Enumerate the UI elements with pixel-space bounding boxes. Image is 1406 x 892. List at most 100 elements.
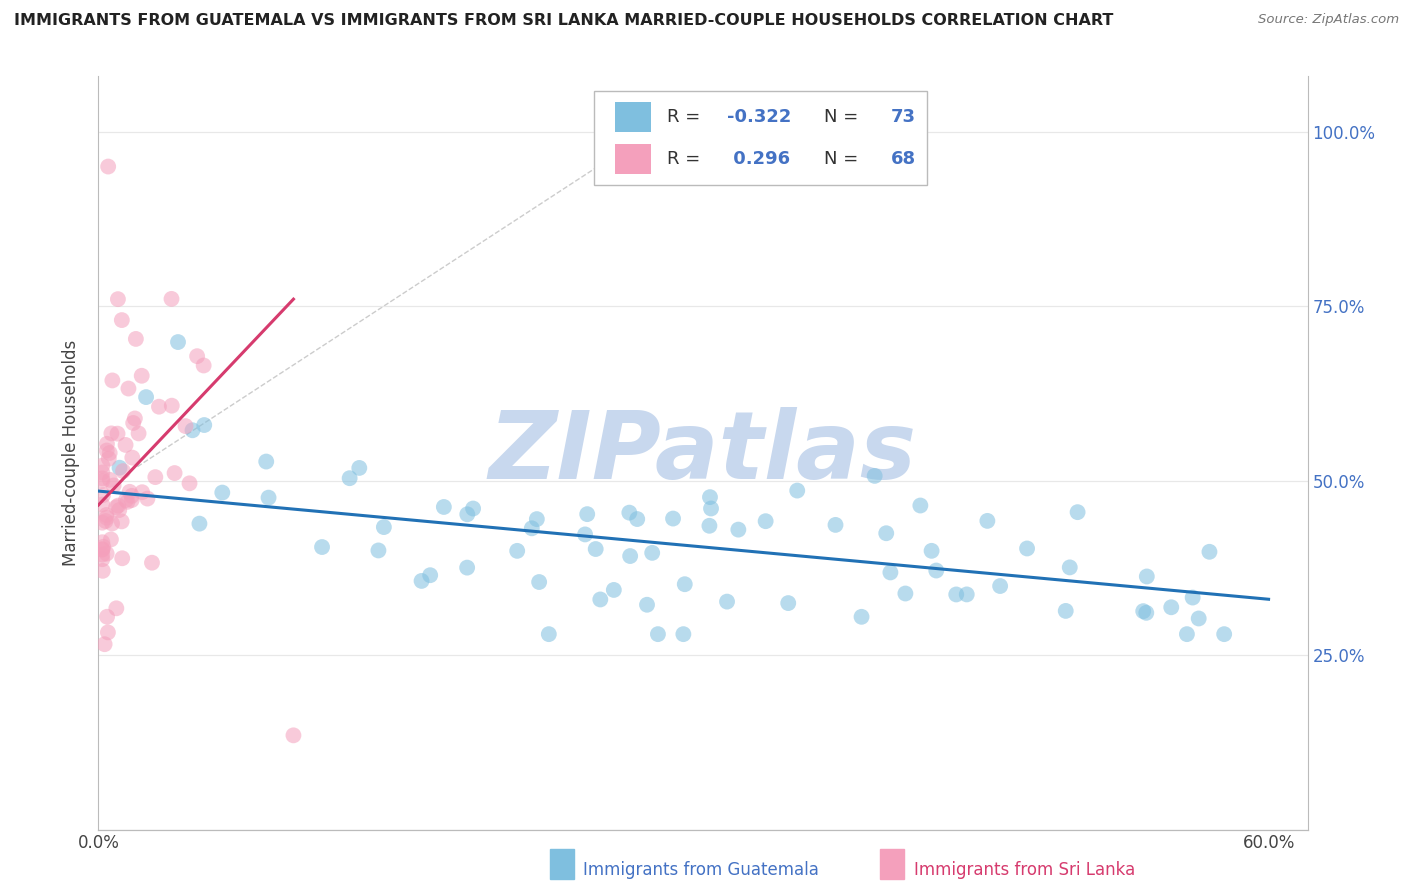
Point (111, 313, 134, 327)
Point (100, 533, 122, 547)
Point (419, 568, 441, 582)
Text: 0.296: 0.296 (727, 150, 790, 168)
Point (179, 476, 201, 491)
Point (574, 527, 596, 541)
Point (97, 160, 120, 174)
Point (101, 373, 124, 387)
Point (124, 411, 146, 425)
Point (121, 489, 143, 503)
Text: IMMIGRANTS FROM GUATEMALA VS IMMIGRANTS FROM SRI LANKA MARRIED-COUPLE HOUSEHOLDS: IMMIGRANTS FROM GUATEMALA VS IMMIGRANTS … (14, 13, 1114, 29)
Point (1160, 600, 1182, 615)
Point (433, 500, 456, 514)
Point (716, 594, 738, 608)
Point (662, 511, 685, 525)
Text: ZIPatlas: ZIPatlas (489, 407, 917, 499)
Point (626, 512, 648, 526)
Point (186, 349, 208, 363)
Point (875, 526, 897, 541)
Point (96, 547, 118, 561)
Text: -0.322: -0.322 (727, 108, 792, 127)
Point (589, 592, 612, 607)
Point (91, 548, 114, 562)
Point (619, 549, 641, 563)
Point (956, 587, 979, 601)
Point (128, 426, 150, 441)
Point (1059, 560, 1081, 574)
Point (96, 443, 118, 458)
Point (879, 566, 901, 580)
Point (1054, 604, 1077, 618)
Point (115, 493, 138, 508)
Point (136, 491, 159, 506)
Point (988, 579, 1011, 593)
Point (91, 542, 114, 557)
Y-axis label: Married-couple Households: Married-couple Households (62, 340, 80, 566)
Point (619, 506, 641, 520)
Point (93, 637, 115, 651)
Point (91, 498, 114, 512)
Point (373, 520, 395, 534)
FancyBboxPatch shape (614, 103, 651, 132)
Point (1132, 604, 1154, 618)
Point (925, 564, 948, 578)
Point (122, 416, 145, 430)
Point (111, 551, 134, 566)
Point (411, 574, 433, 588)
Point (97, 625, 120, 640)
Point (96, 510, 118, 524)
Text: Immigrants from Sri Lanka: Immigrants from Sri Lanka (914, 861, 1135, 879)
FancyBboxPatch shape (595, 91, 927, 186)
Text: Source: ZipAtlas.com: Source: ZipAtlas.com (1258, 13, 1399, 27)
Point (211, 485, 233, 500)
Point (101, 516, 124, 531)
Point (131, 485, 153, 500)
Point (96, 437, 118, 451)
Point (91, 466, 114, 480)
Text: R =: R = (666, 150, 706, 168)
Point (193, 359, 215, 373)
Point (1015, 541, 1038, 556)
Point (98, 473, 121, 487)
Point (91, 474, 114, 488)
Point (537, 627, 560, 641)
Point (174, 419, 197, 434)
Point (311, 540, 333, 554)
Point (163, 466, 186, 480)
Point (1175, 627, 1198, 641)
Point (283, 728, 305, 742)
Point (851, 609, 873, 624)
Point (755, 514, 778, 528)
Point (456, 560, 478, 574)
Point (193, 417, 215, 432)
Point (506, 544, 529, 558)
Point (96, 609, 118, 624)
Point (863, 468, 886, 483)
Point (91, 458, 114, 473)
Point (97, 451, 120, 466)
Point (576, 507, 599, 521)
Point (585, 542, 607, 557)
Point (641, 546, 664, 560)
Point (108, 460, 131, 475)
Point (461, 501, 484, 516)
Point (254, 454, 277, 468)
Point (699, 490, 721, 504)
Point (1136, 569, 1159, 583)
Text: R =: R = (666, 108, 706, 127)
Point (672, 627, 695, 641)
Point (111, 515, 134, 529)
Point (103, 478, 125, 492)
Point (98, 446, 121, 460)
Point (699, 518, 721, 533)
Point (786, 483, 808, 498)
Point (894, 586, 917, 600)
Point (91, 535, 114, 549)
Point (603, 582, 626, 597)
Point (1213, 627, 1236, 641)
Point (976, 514, 998, 528)
Point (100, 426, 122, 441)
Point (143, 470, 166, 484)
Point (527, 574, 550, 589)
FancyBboxPatch shape (614, 144, 651, 174)
Text: 73: 73 (890, 108, 915, 127)
